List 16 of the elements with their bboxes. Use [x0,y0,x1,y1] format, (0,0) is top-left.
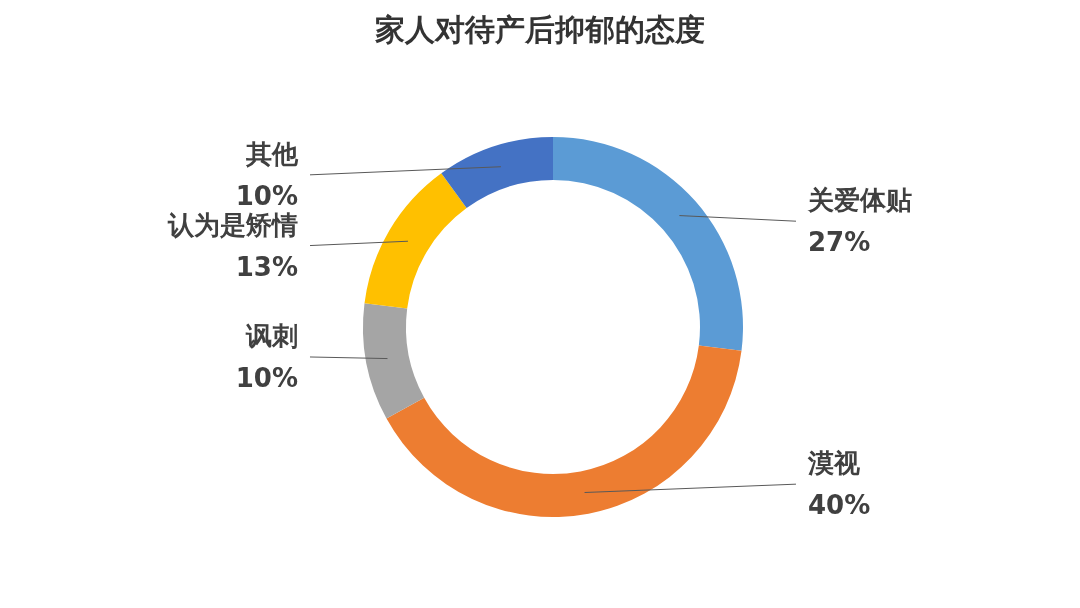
donut-slice [441,137,553,209]
data-label: 27% [808,227,871,258]
data-label: 40% [808,490,871,521]
data-label: 13% [235,251,298,282]
data-label: 10% [235,180,298,211]
slice-label: 认为是矫情 [167,209,298,240]
chart-title: 家人对待产后抑郁的态度 [375,12,705,47]
donut-slice [364,173,467,309]
donut-slice [553,137,743,351]
slice-label: 其他 [245,138,299,169]
slice-label: 讽刺 [245,320,298,351]
donut-slice [363,303,425,419]
slice-label: 关爱体贴 [807,185,912,216]
donut-slice [386,345,742,517]
data-label: 10% [235,362,298,393]
slice-label: 漠视 [807,448,860,479]
